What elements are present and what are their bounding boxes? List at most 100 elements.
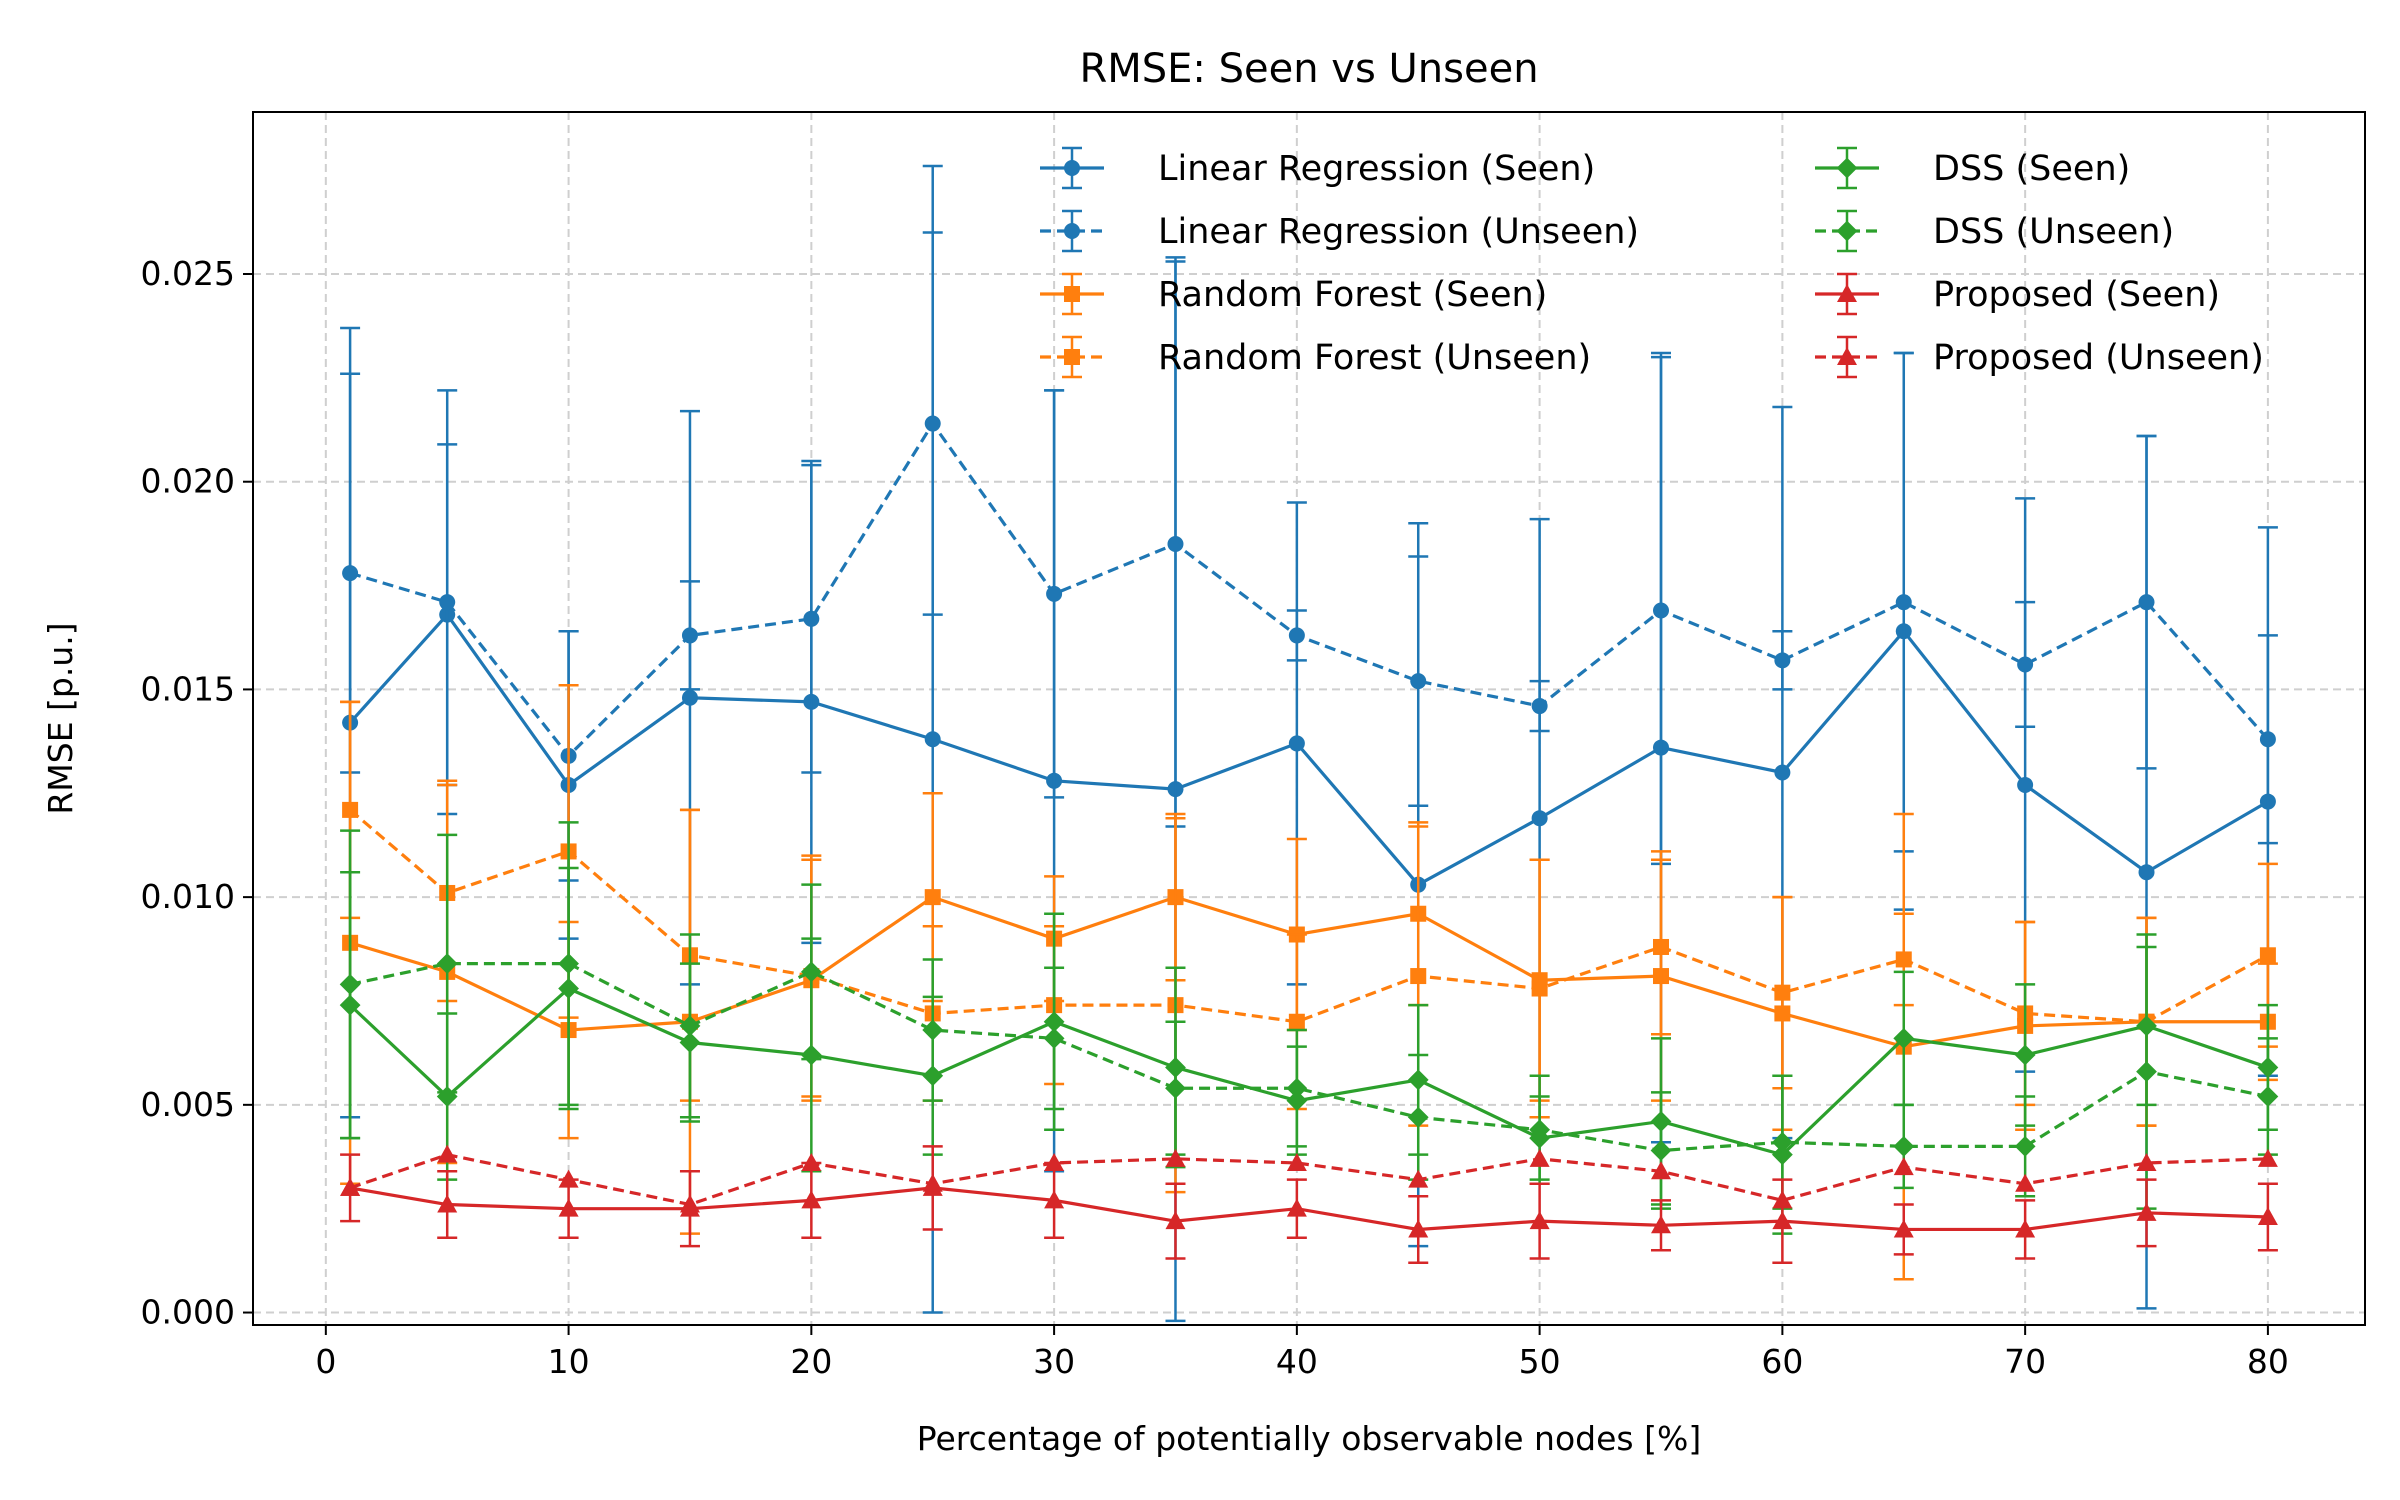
legend-label: Proposed (Unseen) bbox=[1933, 338, 2264, 378]
y-tick-label: 0.015 bbox=[141, 669, 235, 708]
data-point bbox=[1836, 157, 1858, 179]
series-line bbox=[348, 612, 2269, 887]
data-point bbox=[1893, 1157, 1914, 1176]
data-point bbox=[922, 1173, 943, 1192]
data-point bbox=[924, 415, 941, 432]
data-point bbox=[558, 953, 579, 974]
series-line bbox=[349, 895, 2268, 1049]
data-point bbox=[2015, 1173, 2036, 1192]
data-point bbox=[1837, 284, 1857, 302]
data-point bbox=[1653, 938, 1669, 955]
series-line bbox=[349, 1153, 2268, 1207]
data-point bbox=[2014, 1044, 2036, 1066]
grid-lines bbox=[253, 112, 2365, 1325]
legend-label: Linear Regression (Unseen) bbox=[1158, 212, 1639, 252]
y-tick-label: 0.025 bbox=[141, 254, 235, 293]
data-point bbox=[1044, 1152, 1065, 1171]
data-point bbox=[679, 1194, 700, 1213]
data-point bbox=[681, 689, 698, 706]
data-point bbox=[1529, 1119, 1551, 1141]
x-tick-label: 80 bbox=[2247, 1342, 2289, 1381]
data-point bbox=[1531, 698, 1548, 715]
data-point bbox=[1774, 984, 1791, 1001]
y-axis-label: RMSE [p.u.] bbox=[41, 622, 80, 814]
data-point bbox=[2136, 1061, 2157, 1082]
data-point bbox=[1653, 602, 1669, 619]
data-point bbox=[1774, 764, 1791, 781]
data-point bbox=[342, 801, 359, 818]
axes-frame bbox=[252, 111, 2366, 1326]
data-point bbox=[2136, 1152, 2157, 1171]
series-line bbox=[349, 986, 2269, 1157]
data-point bbox=[1772, 1190, 1793, 1209]
legend-label: Linear Regression (Seen) bbox=[1158, 149, 1595, 189]
data-point bbox=[558, 1169, 579, 1188]
data-point bbox=[1064, 160, 1080, 176]
data-point bbox=[1651, 1161, 1671, 1180]
data-point bbox=[1408, 1219, 1429, 1238]
data-point bbox=[1893, 1135, 1915, 1157]
plot-series bbox=[339, 164, 2279, 1323]
data-point bbox=[1407, 1106, 1429, 1128]
data-point bbox=[800, 961, 822, 983]
series-line bbox=[349, 420, 2270, 759]
data-point bbox=[1893, 1027, 1915, 1049]
data-point bbox=[2257, 1148, 2278, 1167]
x-tick-label: 0 bbox=[315, 1342, 336, 1381]
chart-title: RMSE: Seen vs Unseen bbox=[1079, 46, 1538, 92]
legend-item: Random Forest (Seen) bbox=[1040, 272, 1547, 316]
data-point bbox=[1064, 223, 1080, 239]
legend-item: Proposed (Unseen) bbox=[1815, 335, 2264, 379]
data-point bbox=[1167, 536, 1184, 553]
x-tick-label: 20 bbox=[790, 1342, 832, 1381]
legend-item: DSS (Seen) bbox=[1815, 146, 2130, 190]
series-line bbox=[349, 808, 2269, 1024]
series-proposed-seen bbox=[340, 1145, 2278, 1264]
data-point bbox=[1288, 1013, 1305, 1030]
data-point bbox=[803, 610, 820, 627]
x-tick-label: 30 bbox=[1033, 1342, 1075, 1381]
x-axis-label: Percentage of potentially observable nod… bbox=[917, 1419, 1701, 1458]
data-point bbox=[1064, 286, 1080, 302]
legend: Linear Regression (Seen) Linear Regressio… bbox=[1040, 146, 2264, 379]
data-point bbox=[1529, 1211, 1550, 1230]
data-point bbox=[1836, 220, 1858, 242]
data-point bbox=[2015, 1219, 2036, 1238]
data-point bbox=[2138, 594, 2155, 611]
data-point bbox=[2017, 656, 2034, 673]
data-point bbox=[2017, 776, 2034, 793]
data-point bbox=[439, 594, 456, 611]
data-point bbox=[1286, 1077, 1308, 1099]
data-point bbox=[2257, 1206, 2278, 1225]
data-point bbox=[679, 1015, 701, 1037]
data-point bbox=[558, 1198, 579, 1217]
data-point bbox=[1837, 347, 1857, 365]
data-point bbox=[1531, 810, 1548, 827]
data-point bbox=[924, 731, 941, 748]
legend-item: DSS (Unseen) bbox=[1815, 209, 2174, 253]
series-random-forest-unseen bbox=[340, 684, 2278, 1194]
legend-item: Linear Regression (Seen) bbox=[1040, 146, 1595, 190]
data-point bbox=[1046, 585, 1063, 602]
data-point bbox=[1531, 980, 1548, 997]
data-point bbox=[342, 565, 359, 582]
series-proposed-unseen bbox=[340, 1144, 2278, 1213]
data-point bbox=[1288, 735, 1305, 752]
data-point bbox=[1044, 1190, 1065, 1209]
data-point bbox=[1895, 594, 1912, 611]
data-point bbox=[2138, 864, 2155, 881]
data-point bbox=[2259, 947, 2276, 964]
data-point bbox=[1771, 1131, 1793, 1153]
data-point bbox=[801, 1190, 822, 1209]
data-point bbox=[437, 1144, 458, 1163]
y-tick-label: 0.000 bbox=[141, 1293, 235, 1332]
data-point bbox=[340, 1177, 361, 1196]
legend-label: DSS (Seen) bbox=[1933, 149, 2130, 189]
data-point bbox=[1288, 627, 1305, 644]
data-point bbox=[2014, 1135, 2036, 1157]
legend-item: Linear Regression (Unseen) bbox=[1040, 209, 1639, 253]
data-point bbox=[1286, 1198, 1307, 1217]
legend-item: Random Forest (Unseen) bbox=[1040, 335, 1591, 379]
data-point bbox=[2257, 1086, 2279, 1107]
